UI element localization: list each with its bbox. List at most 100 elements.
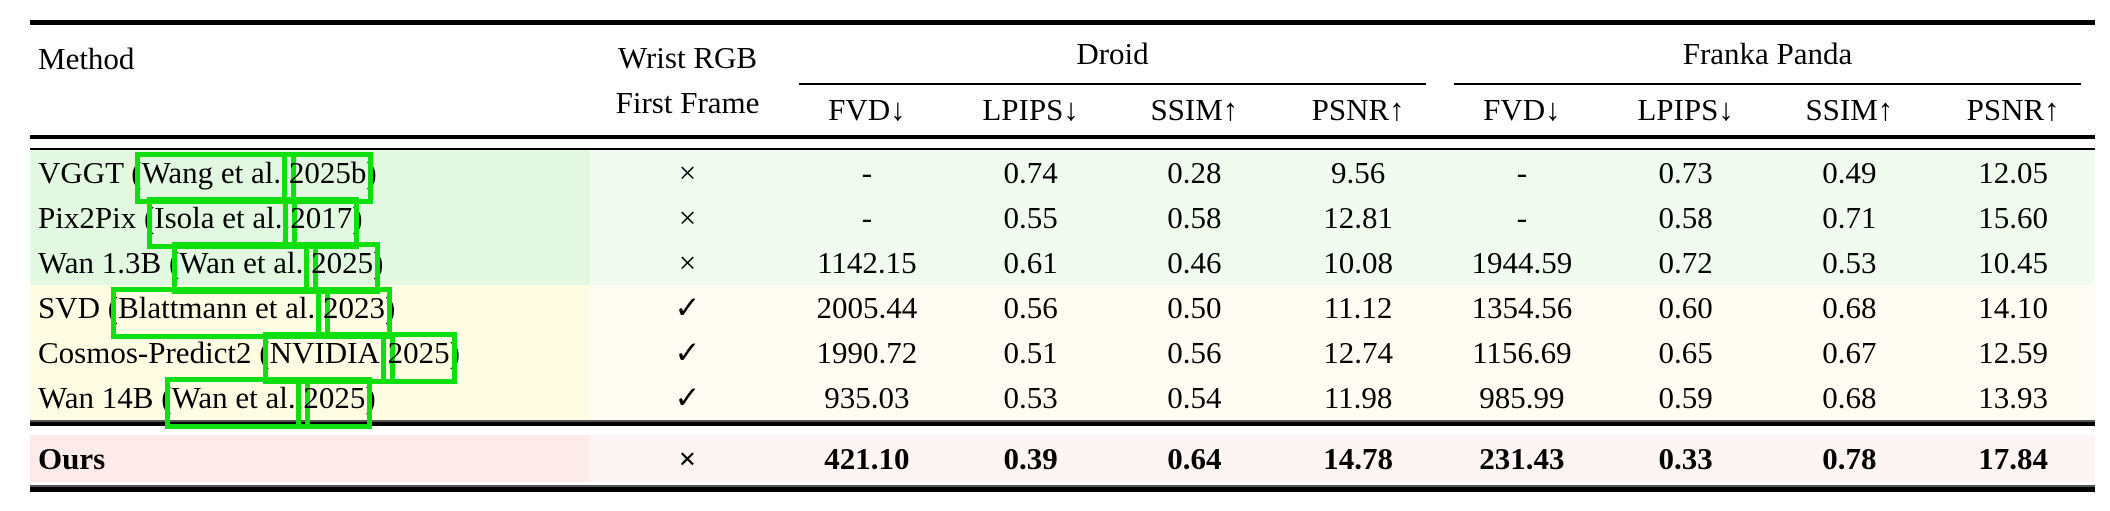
metric-value: 0.49 (1767, 150, 1932, 195)
table-row: SVD (Blattmann et al., 2023) ✓ 2005.44 0.56… (30, 285, 2095, 339)
droid-cmidrule (799, 83, 1426, 85)
citation-link-year[interactable]: 2025 (296, 376, 373, 429)
citation-link-author[interactable]: Wan et al., (172, 241, 318, 294)
metric-value: 985.99 (1440, 375, 1604, 420)
metric-value: 11.98 (1276, 375, 1440, 420)
metric-value: 14.78 (1276, 435, 1440, 482)
metric-value: 0.46 (1112, 240, 1277, 285)
wrist-rgb-flag: × (590, 150, 785, 195)
metric-value: 15.60 (1931, 195, 2095, 240)
metric-value: 1944.59 (1440, 240, 1604, 285)
citation-link-year[interactable]: 2025 (304, 241, 381, 294)
method-cell: Cosmos-Predict2 (NVIDIA, 2025) (30, 330, 590, 384)
metric-value: 0.73 (1603, 150, 1768, 195)
table-row: Ours × 421.10 0.39 0.64 14.78 231.43 0.33 0.78 17… (30, 435, 2095, 482)
metric-value: 0.58 (1112, 195, 1277, 240)
citation-link-author[interactable]: Isola et al., (147, 196, 298, 249)
table-row: Cosmos-Predict2 (NVIDIA, 2025) ✓ 1990.72 0.… (30, 330, 2095, 384)
metric-value: 9.56 (1276, 150, 1440, 195)
header-metric-ssim-franka: SSIM↑ (1805, 92, 1894, 127)
table-header: Method Wrist RGB First Frame Droid Frank… (30, 25, 2095, 135)
citation-link-author[interactable]: NVIDIA, (262, 331, 395, 384)
metric-value: 421.10 (785, 435, 949, 482)
header-metric-lpips-droid: LPIPS↓ (982, 92, 1079, 127)
franka-cmidrule (1454, 83, 2081, 85)
ours-separator-rule (30, 420, 2095, 426)
metric-value: 0.74 (948, 150, 1113, 195)
metric-value: 0.68 (1767, 285, 1932, 330)
metric-value: 13.93 (1931, 375, 2095, 420)
metric-value: - (1440, 150, 1604, 195)
metric-value: 12.81 (1276, 195, 1440, 240)
results-table: Method Wrist RGB First Frame Droid Frank… (30, 20, 2095, 492)
metric-value: 1142.15 (785, 240, 949, 285)
metric-value: - (785, 195, 949, 240)
ours-row-container: Ours × 421.10 0.39 0.64 14.78 231.43 0.33 0.78 17… (30, 435, 2095, 482)
table-row: VGGT (Wang et al., 2025b) × -0.74 0.28 9.56-… (30, 150, 2095, 204)
metric-value: 17.84 (1931, 435, 2095, 482)
citation-link-year[interactable]: 2023 (315, 286, 392, 339)
separator-gap (30, 426, 2095, 435)
metric-value: 12.59 (1931, 330, 2095, 375)
metric-value: 0.39 (948, 435, 1113, 482)
metric-value: 10.45 (1931, 240, 2095, 285)
metric-value: 1990.72 (785, 330, 949, 375)
metric-value: 0.59 (1603, 375, 1768, 420)
metric-value: 0.55 (948, 195, 1113, 240)
metric-value: 0.33 (1603, 435, 1768, 482)
table-row: Wan 1.3B (Wan et al., 2025) × 1142.15 0.61 0… (30, 240, 2095, 294)
table-top-rule (30, 20, 2095, 25)
method-cell: SVD (Blattmann et al., 2023) (30, 285, 590, 339)
metric-value: 10.08 (1276, 240, 1440, 285)
table-bottom-rule (30, 485, 2095, 492)
metric-value: 0.51 (948, 330, 1113, 375)
header-wrist-line2: First Frame (615, 85, 760, 120)
citation-link-year[interactable]: 2025 (380, 331, 457, 384)
wrist-rgb-flag: × (590, 435, 785, 482)
metric-value: 0.28 (1112, 150, 1277, 195)
method-cell: VGGT (Wang et al., 2025b) (30, 150, 590, 204)
metric-value: 0.72 (1603, 240, 1768, 285)
wrist-rgb-flag: × (590, 240, 785, 285)
table-row: Pix2Pix (Isola et al., 2017) × -0.55 0.58 12… (30, 195, 2095, 249)
metric-value: 0.71 (1767, 195, 1932, 240)
metric-value: 231.43 (1440, 435, 1604, 482)
header-metric-fvd-franka: FVD↓ (1483, 92, 1561, 127)
metric-value: 0.50 (1112, 285, 1277, 330)
wrist-rgb-flag: × (590, 195, 785, 240)
metric-value: - (785, 150, 949, 195)
metric-value: - (1440, 195, 1604, 240)
wrist-rgb-flag: ✓ (590, 375, 785, 420)
metric-value: 0.53 (948, 375, 1113, 420)
table-row: Wan 14B (Wan et al., 2025) ✓ 935.03 0.53 0.5… (30, 375, 2095, 429)
metric-value: 0.78 (1767, 435, 1932, 482)
header-metric-psnr-franka: PSNR↑ (1966, 92, 2060, 127)
metric-value: 14.10 (1931, 285, 2095, 330)
wrist-rgb-flag: ✓ (590, 330, 785, 375)
method-cell: Wan 1.3B (Wan et al., 2025) (30, 240, 590, 294)
citation-link-author[interactable]: Wan et al., (164, 376, 311, 429)
metric-value: 12.74 (1276, 330, 1440, 375)
metric-value: 0.56 (1112, 330, 1277, 375)
metric-value: 0.53 (1767, 240, 1932, 285)
metric-value: 0.60 (1603, 285, 1768, 330)
citation-link-year[interactable]: 2025b (281, 151, 373, 204)
metric-value: 1156.69 (1440, 330, 1604, 375)
metric-value: 1354.56 (1440, 285, 1604, 330)
metric-value: 0.61 (948, 240, 1113, 285)
metric-value: 12.05 (1931, 150, 2095, 195)
wrist-rgb-flag: ✓ (590, 285, 785, 330)
header-group-franka-panda: Franka Panda (1440, 25, 2095, 85)
header-metric-fvd-droid: FVD↓ (828, 92, 906, 127)
metric-value: 2005.44 (785, 285, 949, 330)
citation-link-author[interactable]: Wang et al., (134, 151, 297, 204)
header-method: Method (38, 41, 135, 76)
header-wrist-line1: Wrist RGB (617, 40, 758, 75)
metric-value: 0.64 (1112, 435, 1277, 482)
metric-value: 0.67 (1767, 330, 1932, 375)
citation-link-year[interactable]: 2017 (283, 196, 360, 249)
citation-link-author[interactable]: Blattmann et al., (111, 286, 330, 339)
metric-value: 11.12 (1276, 285, 1440, 330)
header-bottom-rule (30, 135, 2095, 150)
